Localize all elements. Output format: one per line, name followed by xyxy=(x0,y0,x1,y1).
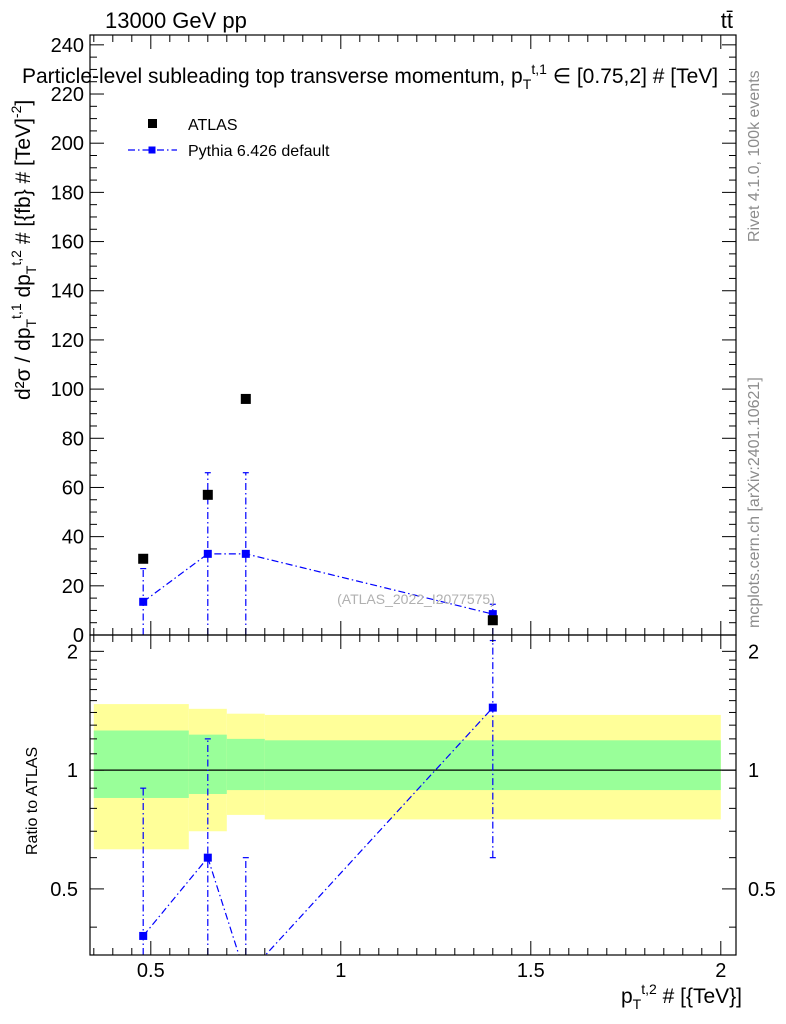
x-tick-label: 2 xyxy=(715,960,726,982)
atlas-point xyxy=(240,393,251,404)
pythia-point xyxy=(139,597,148,606)
ratio-y-tick-label-left: 2 xyxy=(67,641,78,663)
uncertainty-band-inner xyxy=(93,730,189,798)
y-tick-label: 200 xyxy=(51,133,84,155)
main-panel: 0 20 40 60 80 100 120 140 160 180 200 220 240 (ATLAS… xyxy=(8,34,737,647)
x-tick-label: 1.5 xyxy=(517,960,545,982)
ratio-y-tick-label-left: 0.5 xyxy=(50,879,78,901)
chart-title: Particle-level subleading top transverse… xyxy=(22,61,718,92)
legend-pythia-marker xyxy=(148,146,156,154)
legend: ATLAS Pythia 6.426 default xyxy=(128,117,330,160)
y-axis-label: d²σ / dpTt,1 dpTt,2 # [{fb} # [TeV]-2] xyxy=(8,100,39,400)
ratio-panel: 0.5 0.5 1 1 2 2 0.5 1 1.5 2 Ratio to ATLAS pTt,2 … xyxy=(24,634,776,1012)
energy-label: 13000 GeV pp xyxy=(105,8,247,33)
y-tick-label: 60 xyxy=(62,477,84,499)
x-tick-label: 1 xyxy=(335,960,346,982)
y-tick-label: 240 xyxy=(51,35,84,57)
legend-atlas-label: ATLAS xyxy=(188,117,238,134)
ratio-frame xyxy=(89,634,737,956)
ratio-y-tick-label-left: 1 xyxy=(67,760,78,782)
atlas-point xyxy=(487,615,498,626)
rivet-label: Rivet 4.1.0, 100k events xyxy=(746,70,763,242)
legend-pythia-label: Pythia 6.426 default xyxy=(188,143,330,160)
y-tick-label: 180 xyxy=(51,182,84,204)
y-tick-label: 220 xyxy=(51,84,84,106)
ratio-point xyxy=(139,931,148,940)
ratio-y-tick-label-right: 0.5 xyxy=(748,879,776,901)
y-tick-label: 100 xyxy=(51,379,84,401)
y-tick-label: 0 xyxy=(73,625,84,647)
ratio-y-tick-label-right: 1 xyxy=(748,760,759,782)
legend-atlas-marker xyxy=(148,119,157,128)
y-tick-label: 80 xyxy=(62,428,84,450)
ratio-y-axis-label: Ratio to ATLAS xyxy=(24,747,41,855)
y-tick-label: 20 xyxy=(62,576,84,598)
y-tick-label: 120 xyxy=(51,330,84,352)
atlas-point xyxy=(138,553,149,564)
y-tick-label: 140 xyxy=(51,281,84,303)
ratio-y-tick-label-right: 2 xyxy=(748,641,759,663)
ratio-point xyxy=(203,853,212,862)
x-tick-label: 0.5 xyxy=(137,960,165,982)
pythia-point xyxy=(488,610,497,619)
watermark: (ATLAS_2022_I2077575) xyxy=(337,591,495,607)
uncertainty-band-inner xyxy=(226,738,265,791)
main-frame xyxy=(89,34,737,636)
x-axis-label: pTt,2 # [{TeV}] xyxy=(621,981,742,1012)
series-pythia-ratio-line xyxy=(142,707,494,955)
ratio-point xyxy=(488,703,497,712)
process-label: tt̄ xyxy=(721,8,733,33)
pythia-point xyxy=(203,549,212,558)
pythia-point xyxy=(241,549,250,558)
y-tick-label: 40 xyxy=(62,527,84,549)
series-pythia-line xyxy=(142,553,493,615)
y-tick-label: 160 xyxy=(51,232,84,254)
mcplots-label: mcplots.cern.ch [arXiv:2401.10621] xyxy=(746,377,763,628)
atlas-point xyxy=(202,489,213,500)
